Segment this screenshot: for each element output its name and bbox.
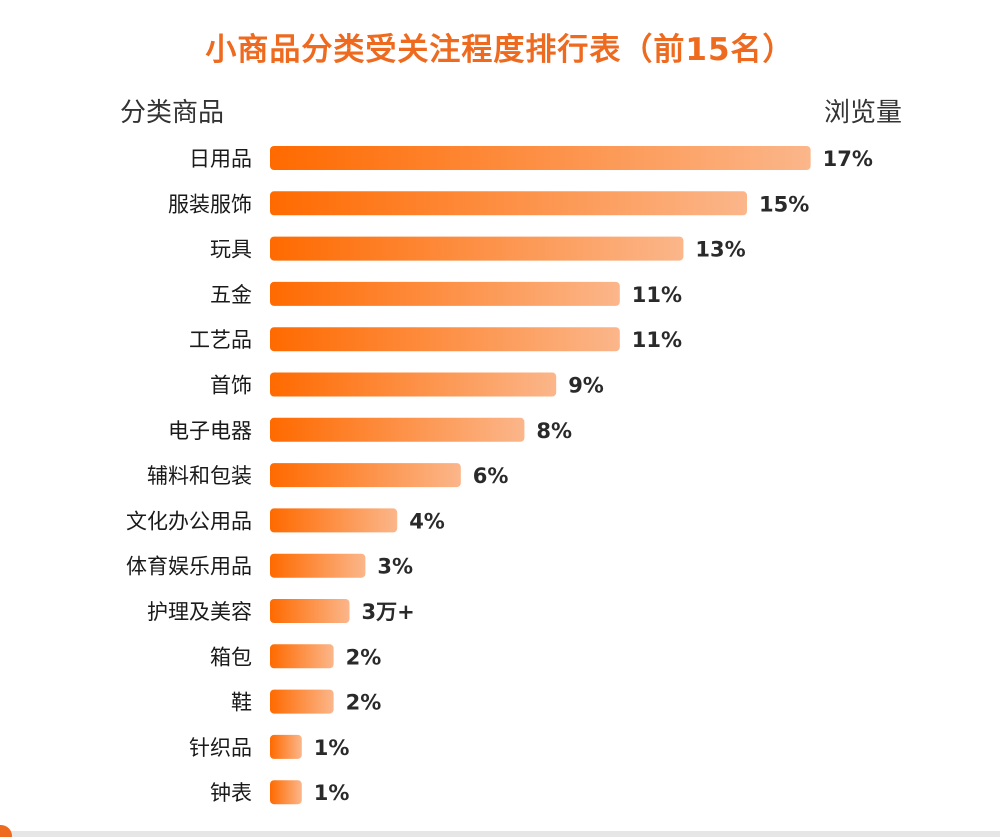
bar	[270, 553, 366, 578]
value-label: 15%	[759, 192, 809, 216]
value-label: 8%	[536, 419, 572, 443]
bar	[270, 463, 461, 488]
bottom-strip	[0, 831, 1000, 837]
category-label: 箱包	[210, 645, 252, 669]
value-header: 浏览量	[823, 98, 902, 128]
bar	[270, 689, 334, 714]
value-label: 4%	[409, 509, 445, 533]
value-label: 13%	[695, 238, 745, 262]
value-label: 17%	[823, 147, 873, 171]
value-label: 11%	[632, 328, 682, 352]
bar	[270, 281, 620, 306]
value-label: 1%	[314, 781, 350, 805]
category-label: 首饰	[210, 374, 252, 398]
category-label: 体育娱乐用品	[126, 555, 252, 579]
bar	[270, 417, 525, 442]
chart-title: 小商品分类受关注程度排行表（前15名）	[205, 32, 795, 68]
bar	[270, 372, 557, 397]
bars-group: 日用品 17% 服装服饰 15% 玩具 13% 五金 11% 工艺品 11% 首饰 9% 电子电器 8% 辅…	[126, 146, 873, 805]
bar	[270, 146, 811, 170]
category-label: 服装服饰	[168, 192, 252, 216]
value-label: 6%	[473, 464, 509, 488]
value-label: 2%	[346, 645, 382, 669]
value-label: 9%	[568, 374, 604, 398]
bar	[270, 734, 302, 759]
bar	[270, 599, 350, 623]
category-header: 分类商品	[120, 98, 225, 128]
category-label: 辅料和包装	[147, 464, 252, 488]
category-label: 工艺品	[189, 328, 252, 352]
bar	[270, 236, 684, 261]
category-label: 日用品	[189, 147, 252, 171]
category-label: 电子电器	[168, 419, 252, 443]
bar	[270, 508, 398, 533]
value-label: 2%	[346, 691, 382, 715]
value-label: 3%	[377, 555, 413, 579]
corner-dot	[0, 825, 12, 837]
bar	[270, 327, 620, 352]
category-label: 鞋	[231, 691, 252, 715]
bar	[270, 780, 302, 805]
bar	[270, 644, 334, 669]
category-label: 针织品	[189, 736, 252, 760]
bar	[270, 191, 747, 216]
value-label: 11%	[632, 283, 682, 307]
category-label: 护理及美容	[147, 600, 252, 624]
category-label: 文化办公用品	[126, 509, 252, 533]
category-label: 五金	[210, 283, 252, 307]
category-label: 钟表	[210, 781, 252, 805]
category-label: 玩具	[210, 238, 252, 262]
value-label: 1%	[314, 736, 350, 760]
value-label: 3万+	[362, 600, 415, 624]
